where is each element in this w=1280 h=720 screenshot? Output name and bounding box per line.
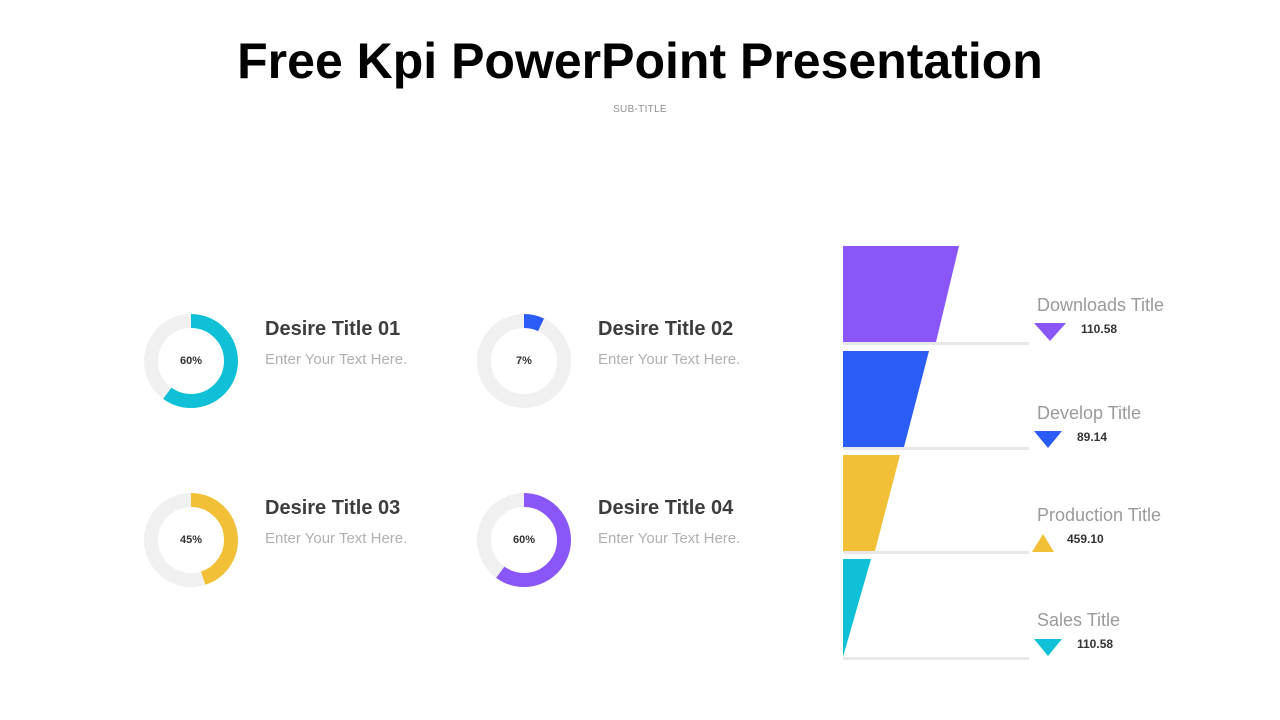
funnel-value-downloads: 110.58 — [1081, 322, 1118, 336]
funnel-divider — [843, 342, 1029, 345]
triangle-down-icon — [1034, 431, 1062, 448]
kpi-title: Desire Title 04 — [598, 497, 734, 519]
kpi-card-3: 45% Desire Title 03 Enter Your Text Here… — [143, 492, 463, 592]
kpi-donut-2 — [477, 314, 571, 408]
triangle-down-icon — [1034, 639, 1062, 656]
slide-subtitle: SUB-TITLE — [613, 104, 667, 115]
funnel-graphic — [843, 246, 1029, 660]
kpi-description: Enter Your Text Here. — [598, 530, 741, 547]
funnel-segment-sales — [843, 559, 871, 657]
funnel-label-develop: Develop Title — [1037, 403, 1142, 423]
kpi-title: Desire Title 03 — [265, 497, 401, 519]
kpi-percent-label: 60% — [512, 534, 536, 546]
kpi-percent-label: 7% — [516, 355, 532, 367]
triangle-up-icon — [1032, 534, 1054, 552]
kpi-donut-4 — [477, 493, 571, 587]
funnel-value-sales: 110.58 — [1077, 637, 1114, 651]
kpi-percent-label: 45% — [179, 534, 203, 546]
funnel-segment-downloads — [843, 246, 959, 342]
funnel-segment-production — [843, 455, 900, 551]
kpi-card-4: 60% Desire Title 04 Enter Your Text Here… — [476, 492, 796, 592]
funnel-segment-develop — [843, 351, 929, 447]
funnel-value-production: 459.10 — [1067, 532, 1104, 546]
funnel-value-develop: 89.14 — [1077, 430, 1108, 444]
funnel-divider — [843, 551, 1029, 554]
kpi-description: Enter Your Text Here. — [265, 351, 408, 368]
kpi-donut-1 — [144, 314, 238, 408]
kpi-card-2: 7% Desire Title 02 Enter Your Text Here. — [476, 313, 796, 413]
donut-progress-arc — [477, 314, 571, 408]
kpi-percent-label: 60% — [179, 355, 203, 367]
kpi-card-1: 60% Desire Title 01 Enter Your Text Here… — [143, 313, 463, 413]
funnel-label-production: Production Title — [1037, 505, 1162, 525]
kpi-description: Enter Your Text Here. — [265, 530, 408, 547]
kpi-title: Desire Title 02 — [598, 318, 734, 340]
triangle-down-icon — [1034, 323, 1066, 341]
funnel-divider — [843, 657, 1029, 660]
slide-title: Free Kpi PowerPoint Presentation — [237, 33, 1043, 89]
kpi-description: Enter Your Text Here. — [598, 351, 741, 368]
donut-progress-arc — [477, 493, 571, 587]
funnel-divider — [843, 447, 1029, 450]
donut-progress-arc — [144, 314, 238, 408]
kpi-donut-3 — [144, 493, 238, 587]
kpi-title: Desire Title 01 — [265, 318, 401, 340]
funnel-label-downloads: Downloads Title — [1037, 295, 1165, 315]
donut-progress-arc — [144, 493, 238, 587]
funnel-label-sales: Sales Title — [1037, 610, 1121, 630]
